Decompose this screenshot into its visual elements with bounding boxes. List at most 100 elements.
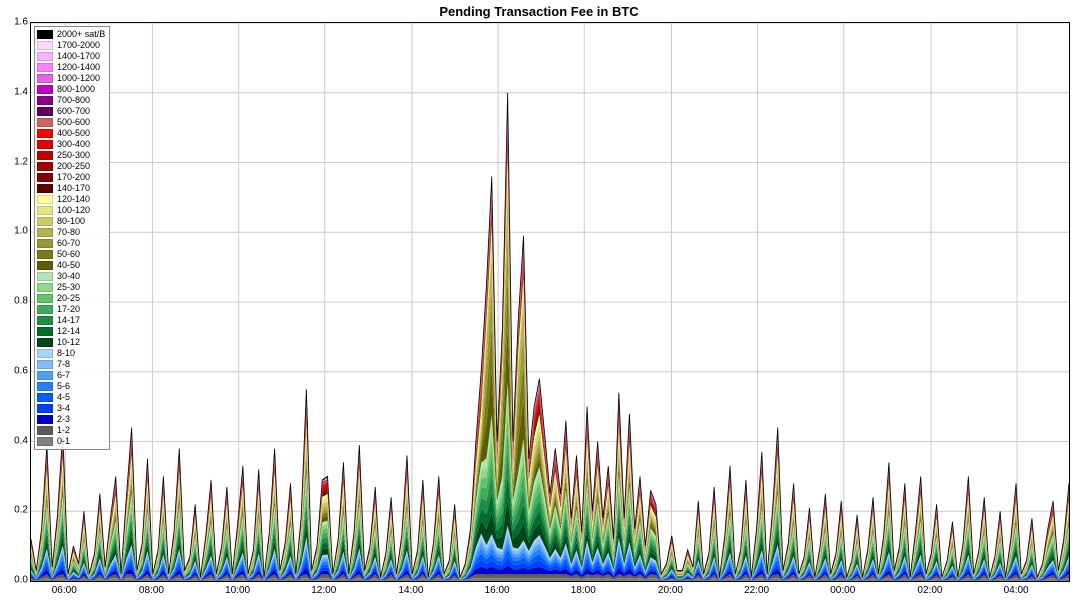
legend-label: 17-20: [57, 304, 80, 315]
legend-label: 170-200: [57, 172, 90, 183]
legend-swatch: [37, 41, 53, 50]
legend-label: 1400-1700: [57, 51, 100, 62]
legend-swatch: [37, 349, 53, 358]
legend-label: 80-100: [57, 216, 85, 227]
legend-item: 250-300: [37, 150, 105, 161]
x-tick: 02:00: [917, 585, 942, 596]
legend-label: 1-2: [57, 425, 70, 436]
legend-label: 0-1: [57, 436, 70, 447]
x-tick: 18:00: [571, 585, 596, 596]
x-tick: 14:00: [398, 585, 423, 596]
legend-item: 1000-1200: [37, 73, 105, 84]
legend-swatch: [37, 316, 53, 325]
legend-label: 10-12: [57, 337, 80, 348]
legend-item: 2-3: [37, 414, 105, 425]
legend-swatch: [37, 338, 53, 347]
legend-label: 70-80: [57, 227, 80, 238]
legend-swatch: [37, 151, 53, 160]
legend-label: 7-8: [57, 359, 70, 370]
legend-swatch: [37, 371, 53, 380]
legend-label: 100-120: [57, 205, 90, 216]
legend-swatch: [37, 74, 53, 83]
legend-swatch: [37, 217, 53, 226]
legend-swatch: [37, 382, 53, 391]
y-tick: 0.2: [14, 505, 28, 516]
legend-item: 170-200: [37, 172, 105, 183]
legend-item: 80-100: [37, 216, 105, 227]
legend-swatch: [37, 360, 53, 369]
legend-swatch: [37, 63, 53, 72]
legend-item: 140-170: [37, 183, 105, 194]
legend-item: 4-5: [37, 392, 105, 403]
legend-label: 14-17: [57, 315, 80, 326]
legend-swatch: [37, 294, 53, 303]
legend-swatch: [37, 206, 53, 215]
legend-item: 1700-2000: [37, 40, 105, 51]
legend-item: 2000+ sat/B: [37, 29, 105, 40]
legend-label: 300-400: [57, 139, 90, 150]
legend-label: 50-60: [57, 249, 80, 260]
legend-item: 50-60: [37, 249, 105, 260]
legend-swatch: [37, 261, 53, 270]
x-tick: 06:00: [52, 585, 77, 596]
legend-swatch: [37, 283, 53, 292]
x-tick: 04:00: [1004, 585, 1029, 596]
legend-swatch: [37, 272, 53, 281]
x-tick: 12:00: [311, 585, 336, 596]
y-tick: 0.0: [14, 575, 28, 586]
legend-label: 1000-1200: [57, 73, 100, 84]
legend-swatch: [37, 228, 53, 237]
legend-label: 600-700: [57, 106, 90, 117]
legend-item: 70-80: [37, 227, 105, 238]
legend-item: 12-14: [37, 326, 105, 337]
x-tick: 22:00: [744, 585, 769, 596]
legend-item: 30-40: [37, 271, 105, 282]
legend-label: 1700-2000: [57, 40, 100, 51]
legend-item: 1200-1400: [37, 62, 105, 73]
legend-label: 20-25: [57, 293, 80, 304]
y-tick: 0.6: [14, 365, 28, 376]
legend-item: 5-6: [37, 381, 105, 392]
legend-item: 400-500: [37, 128, 105, 139]
legend-label: 60-70: [57, 238, 80, 249]
legend-item: 200-250: [37, 161, 105, 172]
legend-swatch: [37, 415, 53, 424]
legend-label: 2000+ sat/B: [57, 29, 105, 40]
legend-item: 800-1000: [37, 84, 105, 95]
legend-label: 400-500: [57, 128, 90, 139]
legend-item: 20-25: [37, 293, 105, 304]
y-tick: 1.0: [14, 226, 28, 237]
legend-swatch: [37, 404, 53, 413]
legend-label: 140-170: [57, 183, 90, 194]
y-tick: 1.6: [14, 17, 28, 28]
legend-item: 14-17: [37, 315, 105, 326]
legend-swatch: [37, 426, 53, 435]
legend-item: 40-50: [37, 260, 105, 271]
legend-label: 30-40: [57, 271, 80, 282]
legend-item: 17-20: [37, 304, 105, 315]
legend-item: 60-70: [37, 238, 105, 249]
legend-label: 800-1000: [57, 84, 95, 95]
legend-item: 120-140: [37, 194, 105, 205]
x-tick: 00:00: [830, 585, 855, 596]
legend-swatch: [37, 327, 53, 336]
legend-item: 1400-1700: [37, 51, 105, 62]
legend-item: 25-30: [37, 282, 105, 293]
legend-swatch: [37, 85, 53, 94]
y-tick: 1.2: [14, 156, 28, 167]
x-tick: 20:00: [658, 585, 683, 596]
legend-item: 300-400: [37, 139, 105, 150]
legend-swatch: [37, 393, 53, 402]
legend-item: 10-12: [37, 337, 105, 348]
x-tick: 16:00: [485, 585, 510, 596]
x-tick: 08:00: [139, 585, 164, 596]
legend-swatch: [37, 173, 53, 182]
x-tick: 10:00: [225, 585, 250, 596]
legend-swatch: [37, 118, 53, 127]
legend-label: 6-7: [57, 370, 70, 381]
legend-item: 8-10: [37, 348, 105, 359]
legend-swatch: [37, 162, 53, 171]
legend-item: 6-7: [37, 370, 105, 381]
chart-title: Pending Transaction Fee in BTC: [0, 4, 1078, 19]
legend-item: 3-4: [37, 403, 105, 414]
